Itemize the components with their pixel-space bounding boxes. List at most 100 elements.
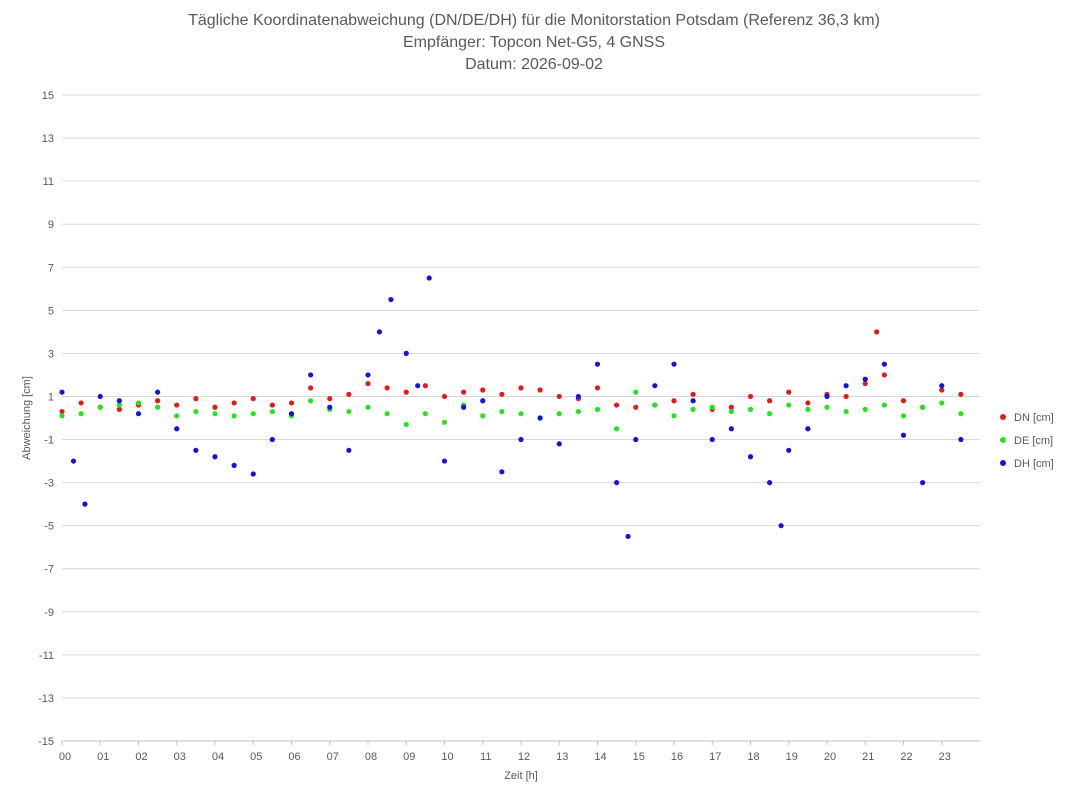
y-tick-label: -1 [44, 435, 54, 447]
x-tick-label: 04 [212, 751, 224, 763]
chart-title: Tägliche Koordinatenabweichung (DN/DE/DH… [188, 12, 880, 29]
legend-label-dh: DH [cm] [1014, 458, 1054, 470]
data-point-de [575, 408, 581, 415]
y-tick-label: -5 [44, 521, 54, 533]
data-point-dn [537, 387, 543, 393]
data-point-dn [78, 400, 84, 406]
data-point-dh [786, 447, 792, 453]
data-point-dn [862, 380, 868, 387]
legend-marker-de [1000, 437, 1006, 443]
data-point-de [403, 421, 409, 428]
data-point-de [824, 404, 830, 410]
data-point-dh [625, 533, 631, 540]
data-point-de [747, 406, 754, 412]
data-point-dh [116, 398, 122, 404]
x-tick-label: 02 [135, 751, 147, 763]
data-point-de [728, 408, 734, 415]
data-point-de [422, 411, 428, 417]
data-point-dh [135, 411, 142, 417]
data-point-dn [346, 391, 352, 397]
x-tick-label: 10 [441, 751, 453, 763]
data-point-dh [155, 389, 161, 395]
x-tick-label: 17 [709, 751, 721, 763]
data-point-de [556, 411, 562, 417]
data-point-dn [614, 402, 620, 408]
data-point-dh [269, 436, 275, 443]
x-tick-label: 08 [365, 751, 377, 763]
data-point-dh [900, 432, 907, 438]
data-point-dn [212, 404, 218, 410]
data-point-de [900, 413, 907, 419]
data-point-de [365, 404, 371, 410]
data-point-de [193, 408, 199, 415]
data-point-dn [805, 400, 811, 406]
data-point-dn [633, 404, 639, 410]
chart-subtitle-date: Datum: 2026-09-02 [465, 56, 603, 73]
x-tick-label: 06 [288, 751, 300, 763]
data-point-dh [403, 350, 409, 356]
data-point-dh [231, 462, 237, 468]
data-point-de [212, 411, 218, 417]
legend-marker-dh [1000, 460, 1006, 466]
data-point-de [633, 389, 639, 395]
x-tick-label: 03 [174, 751, 186, 763]
data-point-dn [939, 387, 945, 393]
data-point-de [116, 402, 122, 408]
data-point-dh [747, 454, 754, 460]
x-tick-label: 23 [939, 751, 951, 763]
x-tick-label: 18 [747, 751, 759, 763]
y-tick-label: 11 [43, 176, 54, 188]
data-point-de [939, 400, 945, 406]
y-tick-label: -11 [39, 650, 54, 662]
data-point-dn [499, 391, 505, 397]
data-point-dh [652, 383, 658, 389]
x-tick-label: 09 [403, 751, 415, 763]
data-point-dh [415, 383, 421, 389]
data-point-de [346, 408, 352, 415]
data-point-dn [556, 393, 562, 400]
data-point-dh [365, 372, 371, 378]
x-tick-label: 21 [862, 751, 874, 763]
data-point-dn [728, 404, 734, 410]
chart-subtitle-receiver: Empfänger: Topcon Net-G5, 4 GNSS [402, 34, 666, 51]
x-tick-label: 12 [518, 751, 530, 763]
data-point-de [786, 402, 792, 408]
data-point-dn [231, 400, 237, 406]
data-point-dh [480, 398, 486, 404]
data-point-de [767, 411, 773, 417]
data-point-dn [786, 389, 792, 395]
data-point-dh [70, 458, 77, 464]
data-point-dh [633, 436, 639, 443]
x-tick-label: 05 [250, 751, 262, 763]
data-point-de [518, 411, 524, 417]
data-point-dh [671, 361, 677, 367]
data-point-dn [308, 385, 314, 391]
data-point-dh [939, 383, 945, 389]
data-point-dh [824, 393, 830, 400]
data-point-de [862, 406, 868, 412]
data-point-dh [499, 469, 505, 475]
data-point-de [441, 419, 448, 425]
data-point-dn [461, 389, 467, 395]
data-point-de [671, 413, 677, 419]
data-point-dh [843, 383, 849, 389]
x-tick-label: 07 [327, 751, 339, 763]
data-point-dh [212, 454, 218, 460]
data-point-dh [82, 501, 88, 507]
data-point-de [269, 408, 275, 415]
data-point-dn [365, 380, 371, 387]
y-tick-label: -9 [44, 607, 54, 619]
data-point-dh [441, 458, 448, 464]
data-point-dn [59, 408, 65, 415]
y-tick-label: 3 [48, 348, 54, 360]
data-point-dh [805, 426, 811, 432]
y-tick-label: 13 [42, 133, 54, 145]
y-tick-label: -15 [38, 736, 54, 748]
data-point-dh [767, 480, 773, 486]
data-point-dh [575, 393, 581, 400]
chart-title-block: Tägliche Koordinatenabweichung (DN/DE/DH… [0, 10, 1068, 76]
y-tick-label: 5 [48, 305, 54, 317]
x-tick-label: 14 [594, 751, 606, 763]
data-point-de [231, 413, 237, 419]
